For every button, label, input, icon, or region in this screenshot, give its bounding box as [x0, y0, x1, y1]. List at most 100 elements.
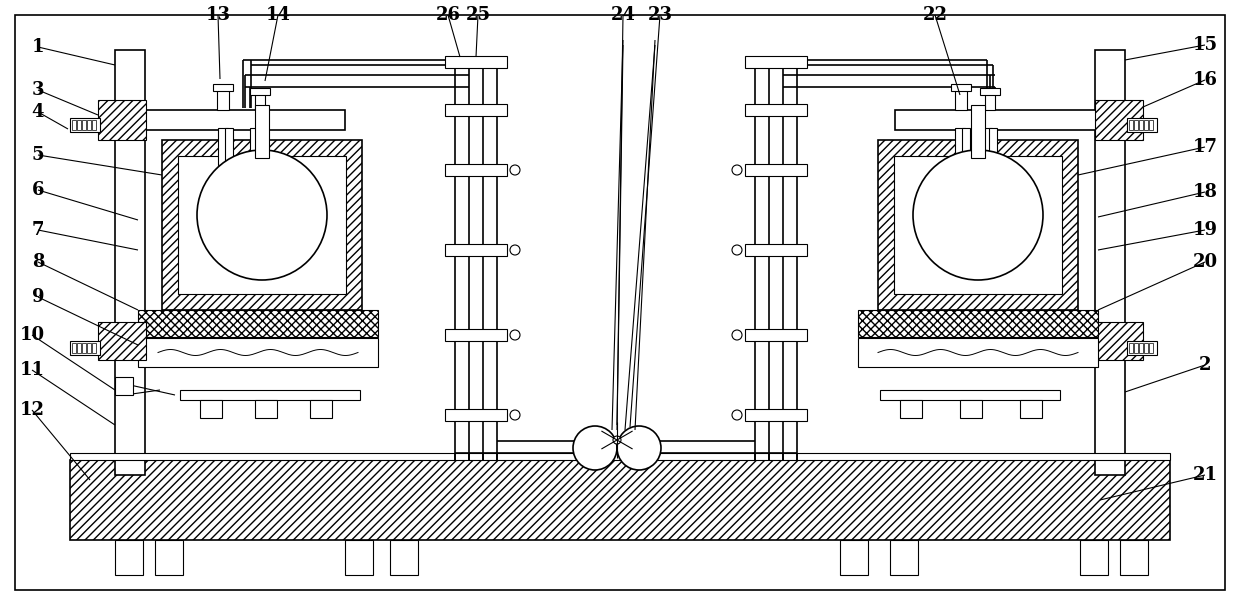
Bar — [745, 104, 807, 116]
Bar — [895, 110, 1110, 130]
Text: 18: 18 — [1193, 183, 1218, 201]
Bar — [115, 50, 145, 475]
Bar — [745, 244, 807, 256]
Bar — [1128, 343, 1133, 353]
Bar — [87, 343, 91, 353]
Circle shape — [732, 245, 742, 255]
Text: 3: 3 — [32, 81, 45, 99]
Bar — [1145, 343, 1148, 353]
Bar — [72, 120, 76, 130]
Bar — [1149, 120, 1153, 130]
Bar — [1135, 120, 1138, 130]
Bar — [1021, 400, 1042, 418]
Bar — [213, 84, 233, 91]
Circle shape — [197, 150, 327, 280]
Text: 17: 17 — [1193, 138, 1218, 156]
Bar — [858, 310, 1097, 337]
Bar — [115, 540, 143, 575]
Bar — [69, 341, 100, 355]
Bar — [971, 105, 985, 158]
Text: 6: 6 — [32, 181, 45, 199]
Bar — [391, 540, 418, 575]
Bar — [745, 329, 807, 341]
Bar — [255, 400, 277, 418]
Bar — [1149, 343, 1153, 353]
Text: 20: 20 — [1193, 253, 1218, 271]
Bar — [1095, 100, 1143, 140]
Bar — [98, 100, 146, 140]
Bar — [445, 164, 507, 176]
Bar — [138, 338, 378, 367]
Text: 23: 23 — [647, 6, 672, 24]
Bar — [962, 128, 970, 173]
Bar — [980, 88, 999, 95]
Bar — [310, 400, 332, 418]
Bar — [162, 140, 362, 310]
Bar — [92, 120, 95, 130]
Bar — [445, 104, 507, 116]
Bar — [77, 120, 81, 130]
Text: 24: 24 — [610, 6, 635, 24]
Bar — [255, 92, 265, 110]
Bar — [1145, 120, 1148, 130]
Bar — [255, 105, 269, 158]
Bar — [445, 56, 507, 68]
Bar — [155, 540, 184, 575]
Bar — [890, 540, 918, 575]
Bar — [345, 540, 373, 575]
Circle shape — [913, 150, 1043, 280]
Bar — [1127, 341, 1157, 355]
Bar — [985, 92, 994, 110]
Bar — [1127, 118, 1157, 132]
Circle shape — [618, 426, 661, 470]
Bar — [180, 390, 360, 400]
Text: 1: 1 — [32, 38, 45, 56]
Bar — [87, 120, 91, 130]
Bar — [138, 310, 378, 337]
Bar — [250, 128, 260, 160]
Text: 15: 15 — [1193, 36, 1218, 54]
Circle shape — [510, 330, 520, 340]
Bar — [951, 84, 971, 91]
Circle shape — [510, 410, 520, 420]
Bar — [839, 540, 868, 575]
Bar — [955, 88, 967, 110]
Bar — [445, 329, 507, 341]
Bar — [98, 322, 146, 360]
Bar — [1095, 322, 1143, 360]
Circle shape — [732, 165, 742, 175]
Bar — [982, 128, 992, 160]
Text: 4: 4 — [32, 103, 45, 121]
Text: 19: 19 — [1193, 221, 1218, 239]
Text: 8: 8 — [32, 253, 45, 271]
Bar — [900, 400, 923, 418]
Circle shape — [510, 165, 520, 175]
Circle shape — [573, 426, 618, 470]
Bar — [224, 128, 233, 173]
Bar — [200, 400, 222, 418]
Bar — [1135, 343, 1138, 353]
Text: 21: 21 — [1193, 466, 1218, 484]
Circle shape — [510, 245, 520, 255]
Bar — [955, 128, 965, 165]
Bar — [960, 400, 982, 418]
Bar — [878, 140, 1078, 310]
Text: 12: 12 — [20, 401, 45, 419]
Text: 14: 14 — [265, 6, 290, 24]
Text: 22: 22 — [923, 6, 947, 24]
Circle shape — [613, 436, 621, 444]
Bar — [1140, 343, 1143, 353]
Text: 16: 16 — [1193, 71, 1218, 89]
Bar — [218, 128, 228, 165]
Bar — [257, 128, 265, 168]
Bar — [77, 343, 81, 353]
Bar — [92, 343, 95, 353]
Bar — [990, 128, 997, 168]
Bar — [1080, 540, 1109, 575]
Bar — [130, 110, 345, 130]
Text: 26: 26 — [435, 6, 460, 24]
Text: 10: 10 — [20, 326, 45, 344]
Text: 5: 5 — [32, 146, 45, 164]
Bar — [115, 377, 133, 395]
Text: 9: 9 — [32, 288, 45, 306]
